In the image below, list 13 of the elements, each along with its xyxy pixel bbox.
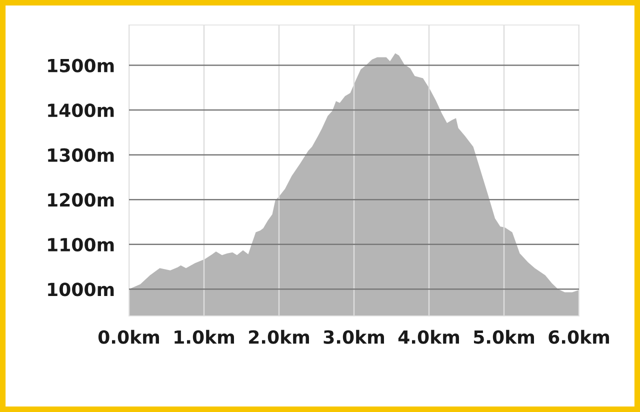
x-tick-label: 3.0km [324,330,384,344]
x-tick-label: 4.0km [398,330,459,344]
x-tick-label: 6.0km [548,330,609,344]
y-tick-label: 1300m [48,148,114,162]
y-tick-label: 1000m [48,282,114,296]
x-tick-label: 0.0km [98,330,159,344]
y-tick-label: 1400m [48,104,114,118]
x-tick-label: 5.0km [474,330,534,344]
x-tick-label: 2.0km [249,330,309,344]
y-tick-label: 1500m [48,58,114,72]
y-tick-label: 1200m [48,193,114,207]
y-tick-label: 1100m [48,238,114,252]
x-tick-label: 1.0km [174,330,234,344]
